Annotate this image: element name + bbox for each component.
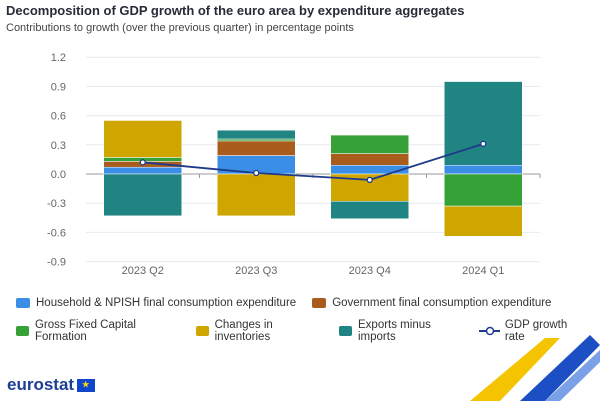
y-tick-label: 1.2	[51, 52, 66, 64]
line-marker-icon	[479, 326, 500, 336]
brand-text: eurostat	[7, 375, 75, 394]
bar-segment	[217, 138, 296, 142]
eu-flag-icon	[77, 378, 96, 392]
legend-label: Exports minus imports	[358, 319, 431, 343]
chart-title: Decomposition of GDP growth of the euro …	[6, 3, 465, 18]
bar-segment	[217, 129, 296, 140]
x-tick-label: 2023 Q2	[122, 265, 164, 277]
legend-item-inventories[interactable]: Changes in inventories	[195, 319, 323, 343]
gdp-point	[480, 140, 487, 147]
legend-swatch	[312, 298, 327, 308]
bar-segment	[217, 140, 296, 156]
bar-segment	[103, 166, 182, 175]
chart-subtitle: Contributions to growth (over the previo…	[6, 22, 354, 34]
gdp-point	[253, 169, 260, 177]
bar-segment	[103, 173, 182, 217]
legend-swatch	[339, 326, 352, 336]
gdp-line	[142, 142, 484, 181]
x-tick-label: 2023 Q3	[235, 265, 277, 277]
legend-label: GDP growth rate	[504, 319, 568, 343]
bar-segment	[330, 200, 409, 220]
eurostat-logo: eurostat	[7, 375, 96, 395]
legend-item-gdp[interactable]: GDP growth rate	[479, 319, 584, 343]
legend-swatch	[16, 326, 29, 336]
bar-segment	[330, 164, 409, 175]
gdp-point	[139, 159, 146, 166]
y-tick-label: -0.6	[47, 227, 66, 239]
bar-segment	[330, 153, 409, 166]
y-tick-label: -0.3	[47, 198, 66, 210]
x-tick-label: 2023 Q4	[349, 265, 391, 277]
bar-segment	[103, 120, 182, 158]
y-tick-label: 0.6	[51, 111, 66, 123]
legend-row-1: Household & NPISH final consumption expe…	[16, 297, 567, 309]
bar-segment	[217, 173, 296, 217]
legend-label: Gross Fixed Capital Formation	[34, 319, 136, 343]
bar-segment	[444, 164, 523, 175]
y-tick-label: 0.3	[51, 140, 66, 152]
bar-segment	[444, 173, 523, 207]
legend-label: Government final consumption expenditure	[332, 297, 552, 309]
legend-item-exports[interactable]: Exports minus imports	[339, 319, 463, 343]
x-tick-label: 2024 Q1	[462, 265, 504, 277]
legend-item-household[interactable]: Household & NPISH final consumption expe…	[16, 297, 296, 309]
legend-row-2: Gross Fixed Capital Formation Changes in…	[16, 319, 600, 343]
y-tick-label: 0.0	[51, 169, 66, 181]
bar-segment	[444, 205, 523, 237]
gdp-point	[366, 176, 373, 183]
legend-swatch	[16, 298, 30, 308]
legend-item-government[interactable]: Government final consumption expenditure	[312, 297, 551, 309]
legend-swatch	[195, 326, 209, 336]
legend-item-gfcf[interactable]: Gross Fixed Capital Formation	[16, 319, 180, 343]
legend-label: Household & NPISH final consumption expe…	[36, 297, 297, 309]
bar-segment	[330, 134, 409, 154]
y-tick-label: 0.9	[51, 81, 66, 93]
legend-label: Changes in inventories	[214, 319, 273, 343]
y-tick-label: -0.9	[47, 257, 66, 269]
